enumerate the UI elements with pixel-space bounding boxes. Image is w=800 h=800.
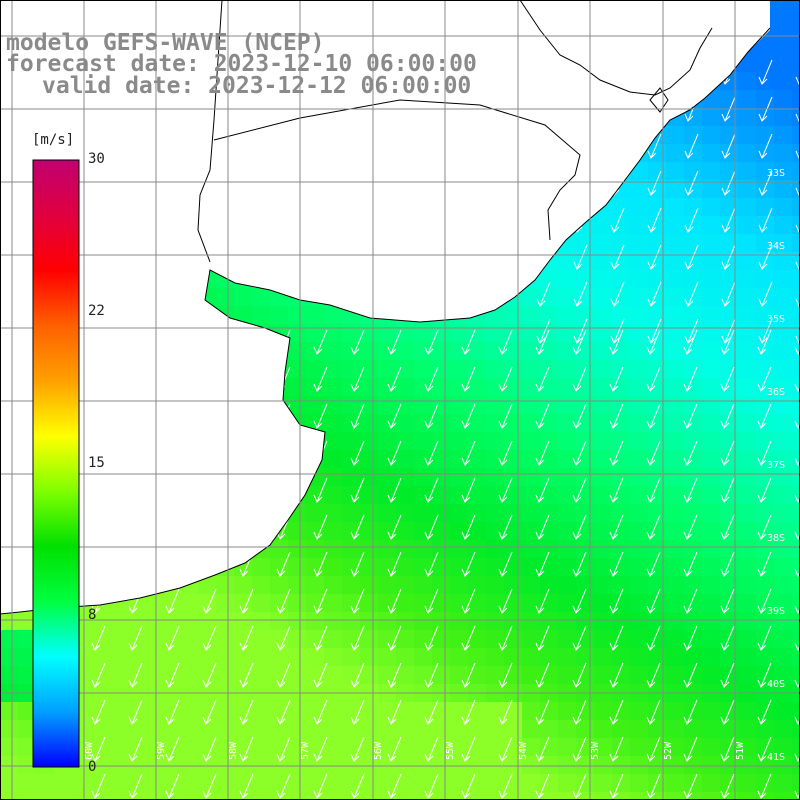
colorbar-ramp (32, 159, 80, 768)
atlantic-coastline (0, 27, 771, 615)
colorbar (32, 159, 80, 768)
title-valid-date: valid date: 2023-12-12 06:00:00 (42, 73, 472, 99)
lat-label-34S: 34S (767, 241, 785, 252)
uruguay-river (197, 0, 223, 263)
lon-label-53W: 53W (590, 741, 601, 760)
colorbar-tick-30: 30 (88, 151, 105, 167)
lon-label-55W: 55W (445, 741, 456, 760)
lon-label-54W: 54W (518, 741, 529, 760)
latitude-labels: 33S 34S 35S 36S 37S 38S 39S 40S 41S (767, 168, 785, 763)
lat-label-36S: 36S (767, 387, 785, 398)
lat-label-40S: 40S (767, 679, 785, 690)
colorbar-unit: [m/s] (32, 132, 75, 148)
longitude-labels: 60W 59W 58W 57W 56W 55W 54W 53W 52W 51W (84, 741, 746, 760)
colorbar-tick-8: 8 (88, 607, 97, 623)
lat-label-41S: 41S (767, 752, 785, 763)
lon-label-60W: 60W (84, 741, 95, 760)
lon-label-51W: 51W (735, 741, 746, 760)
lat-label-35S: 35S (767, 314, 785, 325)
colorbar-tick-0: 0 (88, 759, 97, 775)
lat-label-39S: 39S (767, 606, 785, 617)
lon-label-58W: 58W (228, 741, 239, 760)
lat-label-33S: 33S (767, 168, 785, 179)
title-model: modelo GEFS-WAVE (NCEP) (6, 30, 325, 56)
title-forecast-date: forecast date: 2023-12-10 06:00:00 (6, 51, 477, 77)
lagoon-outline (649, 87, 669, 113)
lat-label-37S: 37S (767, 460, 785, 471)
lon-label-59W: 59W (156, 741, 167, 760)
lon-label-56W: 56W (373, 741, 384, 760)
border-uruguay-brazil (519, 0, 713, 96)
colorbar-tick-22: 22 (88, 303, 105, 319)
colorbar-tick-15: 15 (88, 455, 105, 471)
lon-label-57W: 57W (300, 741, 311, 760)
lon-label-52W: 52W (663, 741, 674, 760)
lat-label-38S: 38S (767, 533, 785, 544)
